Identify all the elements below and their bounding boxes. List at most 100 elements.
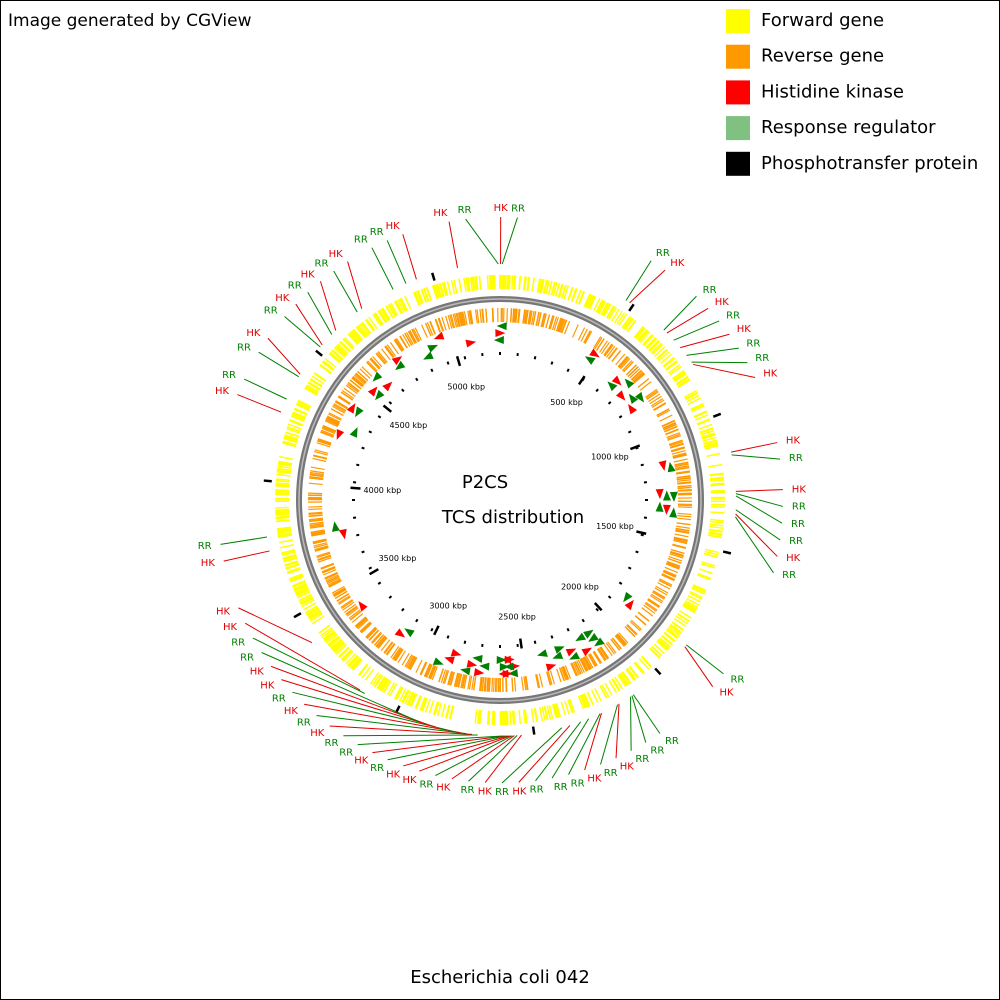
forward-gene (513, 275, 517, 290)
forward-gene (545, 280, 550, 295)
feature-label: RR (554, 782, 568, 793)
reverse-gene (670, 443, 684, 449)
reverse-gene (346, 607, 359, 617)
reverse-gene (645, 390, 659, 399)
minor-tick (430, 627, 434, 632)
forward-gene (293, 408, 308, 416)
reverse-gene (316, 442, 331, 448)
forward-gene (330, 638, 342, 649)
forward-gene (568, 699, 575, 713)
forward-gene (663, 357, 676, 368)
legend-label: Reverse gene (761, 46, 884, 67)
reverse-gene (473, 676, 477, 691)
reverse-gene (651, 399, 665, 408)
reverse-gene (677, 492, 692, 495)
legend-label: Response regulator (761, 117, 936, 138)
feature-line (535, 721, 582, 782)
feature-label: RR (419, 779, 433, 790)
feature-label: RR (746, 338, 760, 349)
feature-label: RR (511, 204, 525, 215)
reverse-gene (677, 512, 692, 516)
reverse-gene (669, 441, 684, 447)
reverse-gene (527, 310, 531, 325)
reverse-gene (634, 615, 647, 626)
feature-marker (669, 507, 678, 518)
reverse-gene (662, 571, 676, 578)
forward-gene (469, 276, 474, 291)
reverse-gene (373, 634, 384, 646)
forward-gene (684, 389, 697, 399)
map-title: P2CS (462, 472, 508, 493)
reverse-gene (311, 531, 326, 536)
forward-gene (527, 276, 531, 291)
feature-marker (565, 648, 577, 657)
forward-gene (287, 568, 301, 575)
feature-marker (432, 657, 444, 665)
forward-gene (294, 407, 308, 415)
forward-gene (292, 411, 307, 419)
reverse-gene (665, 429, 679, 436)
forward-gene (360, 322, 371, 335)
tick-label: 2500 kbp (498, 612, 536, 621)
forward-gene (449, 705, 455, 720)
forward-gene (683, 603, 697, 612)
feature-label: RR (370, 227, 384, 238)
reverse-gene (392, 647, 401, 660)
feature-label: HK (719, 688, 734, 699)
reverse-gene (665, 563, 680, 570)
forward-gene (416, 290, 424, 304)
forward-gene (603, 303, 612, 317)
forward-gene (292, 581, 306, 588)
reverse-gene (478, 676, 482, 691)
feature-line (484, 734, 522, 783)
forward-gene (299, 595, 313, 603)
header-title: Image generated by CGView (8, 11, 252, 31)
legend-label: Histidine kinase (761, 81, 904, 102)
forward-gene (286, 427, 301, 434)
reverse-gene (611, 350, 622, 362)
feature-label: RR (198, 541, 212, 552)
forward-gene (563, 285, 569, 300)
forward-gene (287, 423, 302, 430)
forward-gene (708, 528, 723, 533)
reverse-gene (514, 308, 517, 323)
forward-gene (513, 710, 516, 725)
minor-tick (550, 635, 554, 639)
forward-gene (307, 609, 321, 619)
forward-gene (415, 695, 423, 710)
feature-marker (615, 390, 626, 401)
reverse-gene (327, 578, 341, 586)
reverse-gene (574, 661, 582, 675)
reverse-gene (662, 570, 677, 578)
reverse-gene (523, 309, 527, 324)
forward-gene (305, 385, 319, 395)
reverse-gene (311, 532, 326, 537)
forward-gene (432, 701, 439, 716)
feature-marker (472, 655, 483, 663)
reverse-gene (333, 403, 347, 412)
forward-gene (331, 640, 344, 651)
forward-gene (477, 709, 481, 724)
reverse-gene (563, 666, 570, 680)
forward-gene (689, 590, 704, 599)
reverse-gene (672, 543, 687, 549)
reverse-gene (675, 465, 690, 469)
forward-gene (538, 278, 544, 293)
feature-label: HK (386, 769, 401, 780)
feature-line (419, 735, 511, 772)
forward-gene (310, 378, 323, 387)
forward-gene (275, 515, 290, 519)
feature-line (673, 320, 720, 341)
minor-tick (463, 640, 467, 644)
reverse-gene (677, 482, 692, 485)
reverse-gene (376, 635, 386, 648)
forward-gene (548, 704, 554, 719)
legend-swatch (726, 44, 750, 69)
feature-label: RR (354, 235, 368, 246)
reverse-gene (620, 358, 631, 370)
reverse-gene (384, 346, 394, 359)
forward-gene (658, 351, 670, 362)
forward-gene (301, 599, 315, 608)
reverse-gene (326, 577, 341, 585)
reverse-gene (380, 639, 391, 652)
